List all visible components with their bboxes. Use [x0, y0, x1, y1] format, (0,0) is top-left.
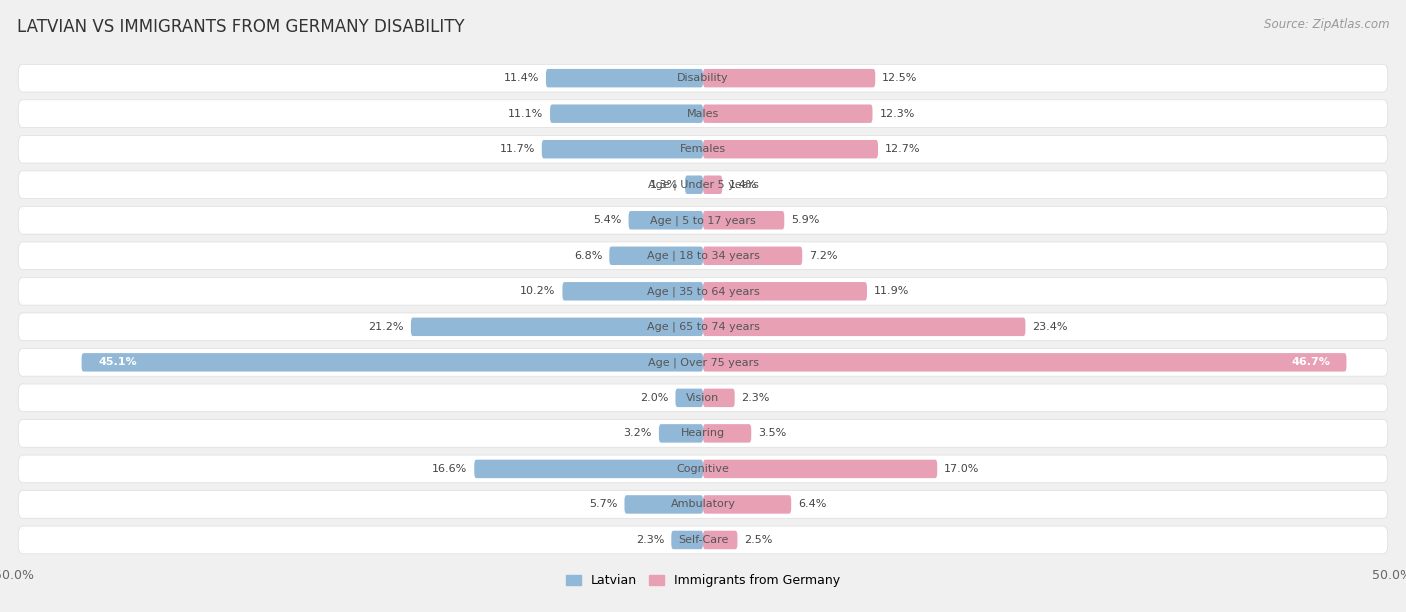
FancyBboxPatch shape: [474, 460, 703, 478]
FancyBboxPatch shape: [685, 176, 703, 194]
FancyBboxPatch shape: [18, 135, 1388, 163]
FancyBboxPatch shape: [18, 491, 1388, 518]
Text: 16.6%: 16.6%: [432, 464, 467, 474]
FancyBboxPatch shape: [18, 206, 1388, 234]
Legend: Latvian, Immigrants from Germany: Latvian, Immigrants from Germany: [561, 569, 845, 592]
FancyBboxPatch shape: [18, 100, 1388, 127]
FancyBboxPatch shape: [18, 313, 1388, 341]
FancyBboxPatch shape: [675, 389, 703, 407]
FancyBboxPatch shape: [703, 424, 751, 442]
FancyBboxPatch shape: [703, 176, 723, 194]
Text: 46.7%: 46.7%: [1291, 357, 1330, 367]
Text: Source: ZipAtlas.com: Source: ZipAtlas.com: [1264, 18, 1389, 31]
FancyBboxPatch shape: [609, 247, 703, 265]
Text: 6.4%: 6.4%: [799, 499, 827, 509]
FancyBboxPatch shape: [703, 140, 877, 159]
Text: 2.5%: 2.5%: [744, 535, 773, 545]
Text: 5.4%: 5.4%: [593, 215, 621, 225]
FancyBboxPatch shape: [82, 353, 703, 371]
Text: Males: Males: [688, 109, 718, 119]
Text: Self-Care: Self-Care: [678, 535, 728, 545]
Text: Ambulatory: Ambulatory: [671, 499, 735, 509]
FancyBboxPatch shape: [703, 211, 785, 230]
Text: Females: Females: [681, 144, 725, 154]
FancyBboxPatch shape: [703, 389, 735, 407]
Text: 17.0%: 17.0%: [945, 464, 980, 474]
Text: 12.7%: 12.7%: [884, 144, 921, 154]
Text: Cognitive: Cognitive: [676, 464, 730, 474]
FancyBboxPatch shape: [659, 424, 703, 442]
Text: Disability: Disability: [678, 73, 728, 83]
FancyBboxPatch shape: [546, 69, 703, 88]
FancyBboxPatch shape: [703, 495, 792, 513]
Text: 10.2%: 10.2%: [520, 286, 555, 296]
Text: LATVIAN VS IMMIGRANTS FROM GERMANY DISABILITY: LATVIAN VS IMMIGRANTS FROM GERMANY DISAB…: [17, 18, 464, 36]
FancyBboxPatch shape: [18, 348, 1388, 376]
FancyBboxPatch shape: [18, 242, 1388, 270]
Text: 6.8%: 6.8%: [574, 251, 602, 261]
Text: Age | 65 to 74 years: Age | 65 to 74 years: [647, 321, 759, 332]
FancyBboxPatch shape: [671, 531, 703, 549]
Text: 12.3%: 12.3%: [879, 109, 915, 119]
FancyBboxPatch shape: [411, 318, 703, 336]
Text: 2.0%: 2.0%: [640, 393, 669, 403]
FancyBboxPatch shape: [18, 64, 1388, 92]
Text: Hearing: Hearing: [681, 428, 725, 438]
Text: 3.5%: 3.5%: [758, 428, 786, 438]
Text: Age | 18 to 34 years: Age | 18 to 34 years: [647, 250, 759, 261]
Text: Vision: Vision: [686, 393, 720, 403]
FancyBboxPatch shape: [703, 531, 738, 549]
Text: 11.4%: 11.4%: [503, 73, 538, 83]
Text: 1.3%: 1.3%: [650, 180, 678, 190]
FancyBboxPatch shape: [703, 105, 873, 123]
Text: 21.2%: 21.2%: [368, 322, 404, 332]
FancyBboxPatch shape: [703, 353, 1347, 371]
Text: Age | 5 to 17 years: Age | 5 to 17 years: [650, 215, 756, 225]
Text: 1.4%: 1.4%: [730, 180, 758, 190]
FancyBboxPatch shape: [703, 282, 868, 300]
FancyBboxPatch shape: [703, 460, 938, 478]
FancyBboxPatch shape: [18, 384, 1388, 412]
Text: 5.7%: 5.7%: [589, 499, 617, 509]
FancyBboxPatch shape: [628, 211, 703, 230]
Text: 11.7%: 11.7%: [499, 144, 534, 154]
Text: 5.9%: 5.9%: [792, 215, 820, 225]
Text: 2.3%: 2.3%: [741, 393, 770, 403]
FancyBboxPatch shape: [541, 140, 703, 159]
Text: 7.2%: 7.2%: [808, 251, 838, 261]
FancyBboxPatch shape: [703, 318, 1025, 336]
Text: 11.9%: 11.9%: [875, 286, 910, 296]
Text: 3.2%: 3.2%: [624, 428, 652, 438]
FancyBboxPatch shape: [18, 420, 1388, 447]
FancyBboxPatch shape: [18, 526, 1388, 554]
FancyBboxPatch shape: [703, 69, 875, 88]
Text: 23.4%: 23.4%: [1032, 322, 1067, 332]
Text: 2.3%: 2.3%: [636, 535, 665, 545]
Text: 11.1%: 11.1%: [508, 109, 543, 119]
FancyBboxPatch shape: [562, 282, 703, 300]
Text: Age | 35 to 64 years: Age | 35 to 64 years: [647, 286, 759, 297]
FancyBboxPatch shape: [18, 455, 1388, 483]
FancyBboxPatch shape: [18, 171, 1388, 198]
Text: 45.1%: 45.1%: [98, 357, 136, 367]
FancyBboxPatch shape: [624, 495, 703, 513]
FancyBboxPatch shape: [703, 247, 803, 265]
FancyBboxPatch shape: [550, 105, 703, 123]
Text: 12.5%: 12.5%: [882, 73, 918, 83]
FancyBboxPatch shape: [18, 277, 1388, 305]
Text: Age | Over 75 years: Age | Over 75 years: [648, 357, 758, 368]
Text: Age | Under 5 years: Age | Under 5 years: [648, 179, 758, 190]
